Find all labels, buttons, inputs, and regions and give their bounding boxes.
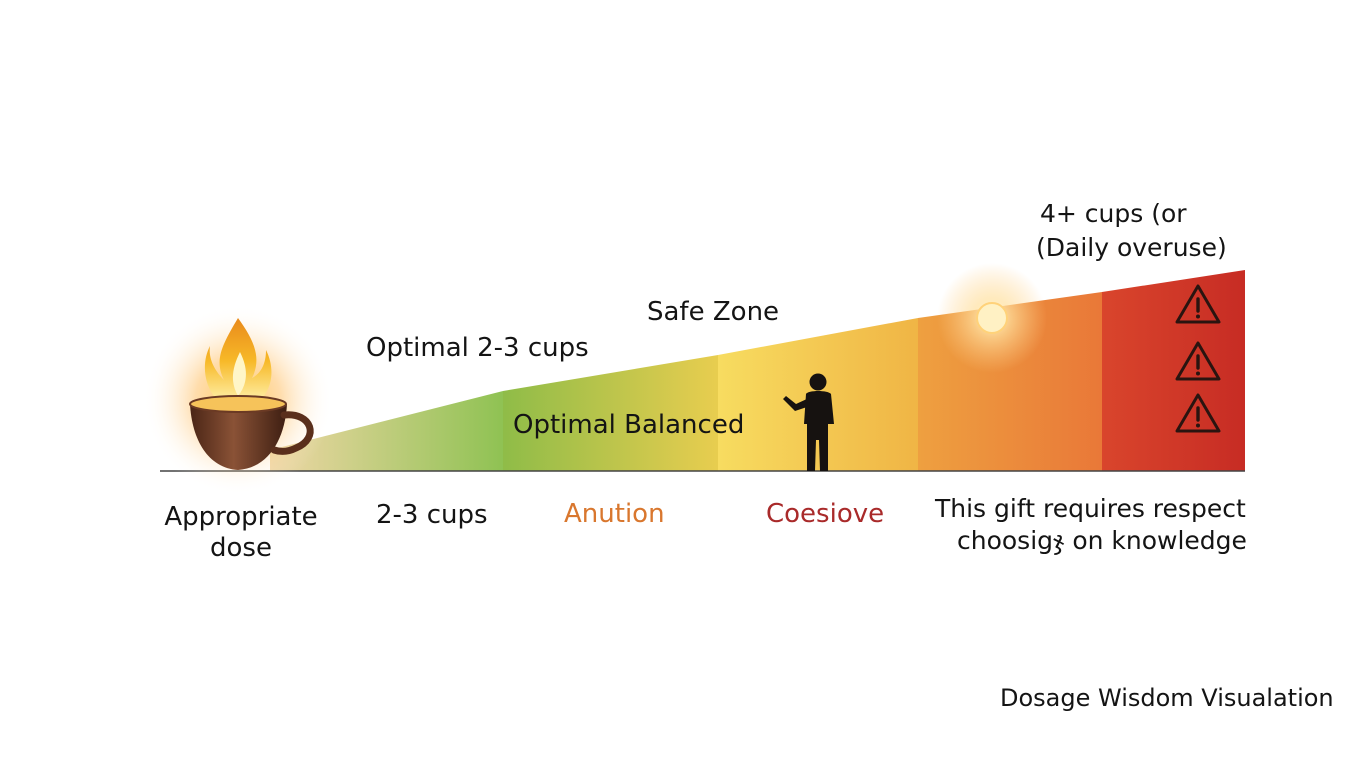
cap-top-line2: (Daily overuse) xyxy=(1036,233,1227,262)
respect-line1: This gift requires respect xyxy=(935,494,1246,523)
footer-caption: Dosage Wisdom Visualation xyxy=(1000,684,1334,712)
optimal-cups-label: Optimal 2-3 cups xyxy=(366,333,589,363)
cap-top-line1: 4+ cups (or xyxy=(1040,199,1187,228)
respect-line2: choosigჯ on knowledge xyxy=(957,526,1247,555)
appropriate-line2: dose xyxy=(210,533,272,564)
optimal-balanced-label: Optimal Balanced xyxy=(513,410,745,440)
band-yellow-green xyxy=(503,355,718,471)
flame-icon xyxy=(204,318,272,404)
coffee-cup-icon xyxy=(189,395,314,470)
warning-icon xyxy=(1175,393,1221,433)
band-red xyxy=(1102,270,1245,471)
safe-zone-label: Safe Zone xyxy=(647,297,780,327)
coesiove-label: Coesiove xyxy=(766,499,885,529)
warning-icon xyxy=(1175,284,1221,324)
two-three-cups-label: 2-3 cups xyxy=(376,500,488,530)
warning-icon xyxy=(1175,341,1221,381)
person-silhouette-icon xyxy=(783,373,834,471)
band-green-light xyxy=(270,391,503,471)
anution-label: Anution xyxy=(564,499,665,529)
appropriate-dose-label: Appropriate dose xyxy=(160,502,322,564)
appropriate-line1: Appropriate xyxy=(164,502,318,532)
sun-icon xyxy=(976,302,1008,334)
